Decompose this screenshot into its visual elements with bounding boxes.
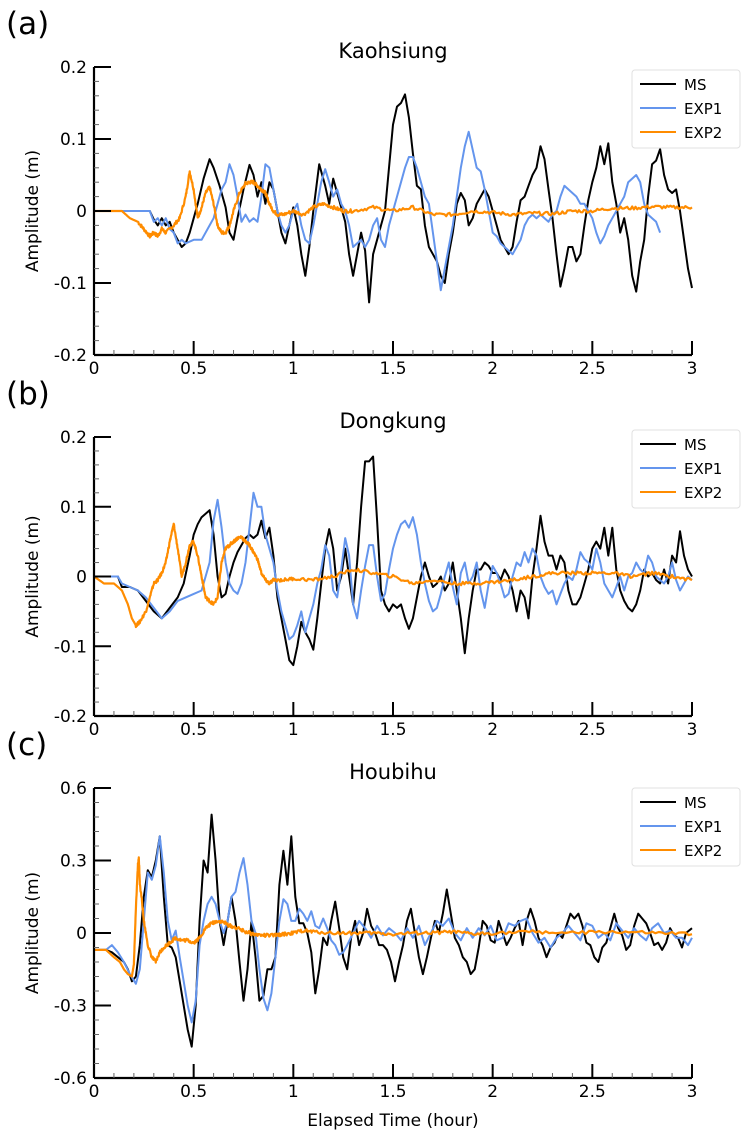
series-line-exp1 xyxy=(94,491,693,641)
legend-label: MS xyxy=(684,794,706,812)
y-tick-label: -0.2 xyxy=(54,346,87,366)
x-tick-label: 0 xyxy=(89,1082,100,1102)
y-axis-label: Amplitude (m) xyxy=(23,150,43,272)
series-line-ms xyxy=(94,455,693,667)
plot-area xyxy=(94,93,693,304)
legend-box xyxy=(631,69,741,149)
x-tick-label: 1.5 xyxy=(379,1082,406,1102)
legend-label: EXP2 xyxy=(684,124,722,142)
x-tick-label: 2.5 xyxy=(579,720,606,740)
legend: MS EXP1 EXP2 xyxy=(631,787,741,867)
legend-label: EXP2 xyxy=(684,484,722,502)
plot-area xyxy=(94,455,693,667)
panel-title: Dongkung xyxy=(339,409,446,433)
y-axis-label: Amplitude (m) xyxy=(23,872,43,994)
legend-box xyxy=(631,787,741,867)
y-axis-label: Amplitude (m) xyxy=(23,515,43,637)
x-tick-label: 2.5 xyxy=(579,1082,606,1102)
y-tick-label: 0 xyxy=(76,924,87,944)
x-axis-label: Elapsed Time (hour) xyxy=(307,1111,478,1131)
x-tick-label: 0.5 xyxy=(180,720,207,740)
plot-area xyxy=(94,813,693,1048)
legend: MS EXP1 EXP2 xyxy=(631,429,741,509)
y-tick-label: -0.2 xyxy=(54,707,87,727)
panel-label: (a) xyxy=(6,6,49,42)
y-tick-label: 0.2 xyxy=(60,58,87,78)
legend-label: EXP2 xyxy=(684,842,722,860)
legend-label: EXP1 xyxy=(684,460,722,478)
panel-c: (c) Houbihu 0 0.5 1 1.5 2 2.5 3 0.6 0.3 0 -0.3 -0.6 Am… xyxy=(6,727,741,1131)
y-tick-label: 0 xyxy=(76,202,87,222)
legend-box xyxy=(631,429,741,509)
y-tick-label: -0.3 xyxy=(54,997,87,1017)
legend: MS EXP1 EXP2 xyxy=(631,69,741,149)
x-tick-label: 2.5 xyxy=(579,359,606,379)
x-tick-label: 0 xyxy=(89,720,100,740)
series-line-ms xyxy=(94,813,693,1048)
series-line-exp1 xyxy=(94,835,693,1024)
x-tick-label: 3 xyxy=(687,1082,698,1102)
panel-label: (b) xyxy=(6,376,50,412)
legend-label: MS xyxy=(684,436,706,454)
panel-title: Kaohsiung xyxy=(338,39,447,63)
series-line-ms xyxy=(94,93,693,304)
series-line-exp2 xyxy=(94,522,693,629)
panel-b: (b) Dongkung 0 0.5 1 1.5 2 2.5 3 0.2 0.1 0 -0.1 -0.2 A… xyxy=(6,376,741,740)
y-tick-label: 0 xyxy=(76,568,87,588)
x-tick-label: 1.5 xyxy=(379,359,406,379)
y-tick-label: 0.3 xyxy=(60,852,87,872)
x-tick-label: 3 xyxy=(687,359,698,379)
y-tick-label: 0.1 xyxy=(60,130,87,150)
legend-label: MS xyxy=(684,76,706,94)
x-tick-label: 2 xyxy=(487,720,498,740)
x-tick-label: 1 xyxy=(288,359,299,379)
x-tick-label: 1 xyxy=(288,720,299,740)
x-tick-label: 3 xyxy=(687,720,698,740)
panel-title: Houbihu xyxy=(349,760,437,784)
legend-label: EXP1 xyxy=(684,818,722,836)
x-tick-label: 0.5 xyxy=(180,359,207,379)
legend-label: EXP1 xyxy=(684,100,722,118)
x-tick-label: 2 xyxy=(487,359,498,379)
panel-label: (c) xyxy=(6,727,47,763)
series-line-exp2 xyxy=(94,170,693,239)
y-tick-label: 0.2 xyxy=(60,428,87,448)
x-tick-label: 1 xyxy=(288,1082,299,1102)
y-tick-label: 0.6 xyxy=(60,779,87,799)
y-tick-label: -0.6 xyxy=(54,1069,87,1089)
series-line-exp2 xyxy=(94,856,693,978)
y-tick-label: -0.1 xyxy=(54,274,87,294)
x-tick-label: 0.5 xyxy=(180,1082,207,1102)
panel-a: (a) Kaohsiung 0 0.5 1 1.5 2 2.5 3 0.2 0.1 0 -0.1 -0.2… xyxy=(6,6,741,379)
x-tick-label: 2 xyxy=(487,1082,498,1102)
y-tick-label: -0.1 xyxy=(54,637,87,657)
x-tick-label: 0 xyxy=(89,359,100,379)
y-tick-label: 0.1 xyxy=(60,498,87,518)
x-tick-label: 1.5 xyxy=(379,720,406,740)
series-line-exp1 xyxy=(94,130,662,292)
